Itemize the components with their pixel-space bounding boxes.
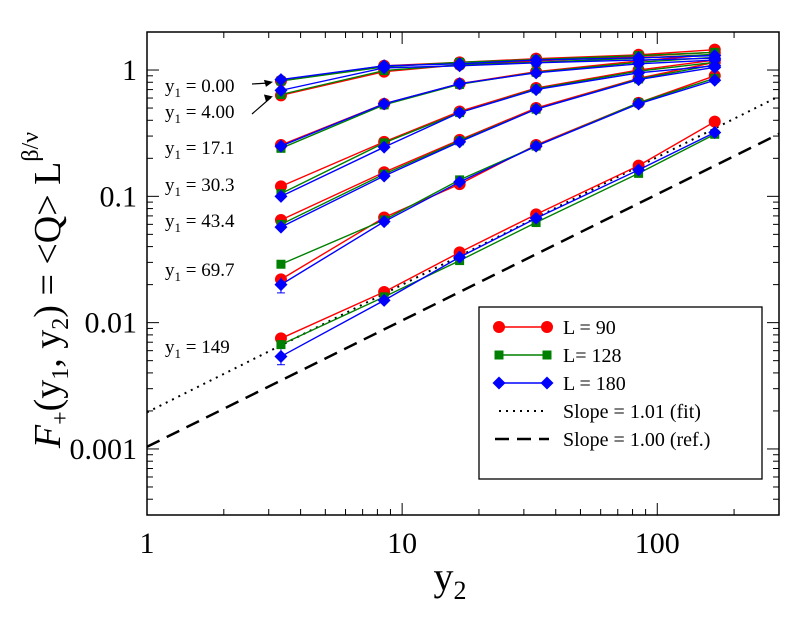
legend-marker: [494, 350, 504, 360]
x-tick-label: 100: [635, 527, 680, 560]
data-point: [453, 106, 467, 120]
data-point: [708, 73, 722, 87]
series-line: [280, 51, 715, 97]
data-point: [632, 66, 646, 80]
plot-frame: [146, 31, 780, 516]
series-line: [280, 59, 715, 187]
y-tick-label: 0.01: [85, 307, 138, 340]
x-axis-label: y2: [434, 554, 467, 605]
data-point: [632, 163, 646, 177]
annotation-label: y1 = 149: [165, 337, 230, 361]
data-point: [529, 139, 543, 153]
series-line: [280, 61, 715, 195]
data-point: [274, 220, 288, 234]
series-line: [280, 57, 715, 92]
data-point: [453, 59, 467, 73]
legend-label: L= 128: [563, 345, 622, 367]
data-point: [529, 83, 543, 97]
y-axis-label: F+(y1, y2) = <Q> Lβ/ν: [18, 132, 74, 449]
data-point: [708, 115, 721, 128]
series-line: [280, 59, 715, 147]
legend-marker: [540, 376, 554, 390]
series-square: [276, 47, 720, 350]
fit-line: [147, 95, 779, 414]
y-tick-label: 0.1: [100, 180, 138, 213]
data-point: [377, 61, 391, 75]
data-point: [377, 293, 391, 307]
tick-labels: 1 10 100 0.001 0.01 0.1 1: [70, 54, 680, 560]
data-point: [632, 57, 646, 71]
series-line: [280, 61, 715, 221]
data-series: [274, 43, 722, 366]
data-point: [708, 126, 722, 140]
data-point: [453, 77, 467, 91]
data-point: [529, 66, 543, 80]
series-line: [280, 51, 715, 82]
data-point: [377, 140, 391, 154]
series-line: [280, 66, 715, 228]
annotation-label: y1 = 17.1: [165, 138, 234, 162]
reference-lines: [147, 95, 779, 448]
y-tick-label: 1: [122, 54, 137, 87]
annotation-arrowhead: [263, 79, 273, 87]
legend-label: Slope = 1.00 (ref.): [563, 429, 710, 451]
annotation-label: y1 = 30.3: [165, 175, 234, 199]
data-point: [632, 73, 646, 87]
legend-label: Slope = 1.01 (fit): [563, 401, 701, 423]
axes: [146, 31, 780, 516]
annotation-label: y1 = 43.4: [165, 211, 235, 235]
series-line: [280, 75, 715, 280]
data-point: [632, 97, 646, 111]
data-point: [453, 250, 467, 264]
data-point: [453, 175, 467, 189]
series-line: [280, 54, 715, 81]
data-point: [274, 83, 288, 97]
data-point: [274, 189, 288, 203]
annotation-label: y1 = 69.7: [165, 260, 234, 284]
series-line: [280, 79, 715, 286]
series-line: [280, 77, 715, 265]
legend-marker: [492, 376, 506, 390]
data-point: [453, 135, 467, 149]
data-point: [377, 97, 391, 111]
legend-marker: [493, 321, 505, 333]
reference-line: [147, 132, 779, 448]
data-point: [529, 102, 543, 116]
series-diamond: [274, 49, 722, 363]
annotation-label: y1 = 4.00: [165, 102, 234, 126]
x-tick-label: 1: [140, 527, 155, 560]
legend-marker: [542, 350, 552, 360]
legend: L = 90 L= 128 L = 180 Slope = 1.01 (fit) Slo…: [478, 306, 763, 480]
data-point: [274, 139, 288, 153]
data-point: [377, 169, 391, 183]
series-line: [280, 64, 715, 225]
data-point: [708, 60, 722, 74]
data-point: [377, 215, 391, 229]
data-point: [529, 56, 543, 70]
annotation-arrow: [251, 97, 272, 115]
legend-label: L = 90: [563, 317, 616, 339]
y-tick-label: 0.001: [70, 433, 138, 466]
data-point: [274, 73, 288, 87]
annotation-arrowhead: [263, 94, 273, 102]
legend-marker: [541, 321, 553, 333]
legend-box: [478, 306, 763, 480]
data-point: [276, 340, 286, 350]
data-point: [529, 211, 543, 225]
data-point: [276, 259, 286, 269]
series-line: [280, 131, 716, 358]
series-line: [280, 121, 716, 340]
series-line: [280, 133, 716, 346]
annotation-label: y1 = 0.00: [165, 76, 234, 100]
legend-label: L = 180: [563, 373, 626, 395]
x-tick-label: 10: [387, 527, 417, 560]
series-line: [280, 65, 715, 197]
